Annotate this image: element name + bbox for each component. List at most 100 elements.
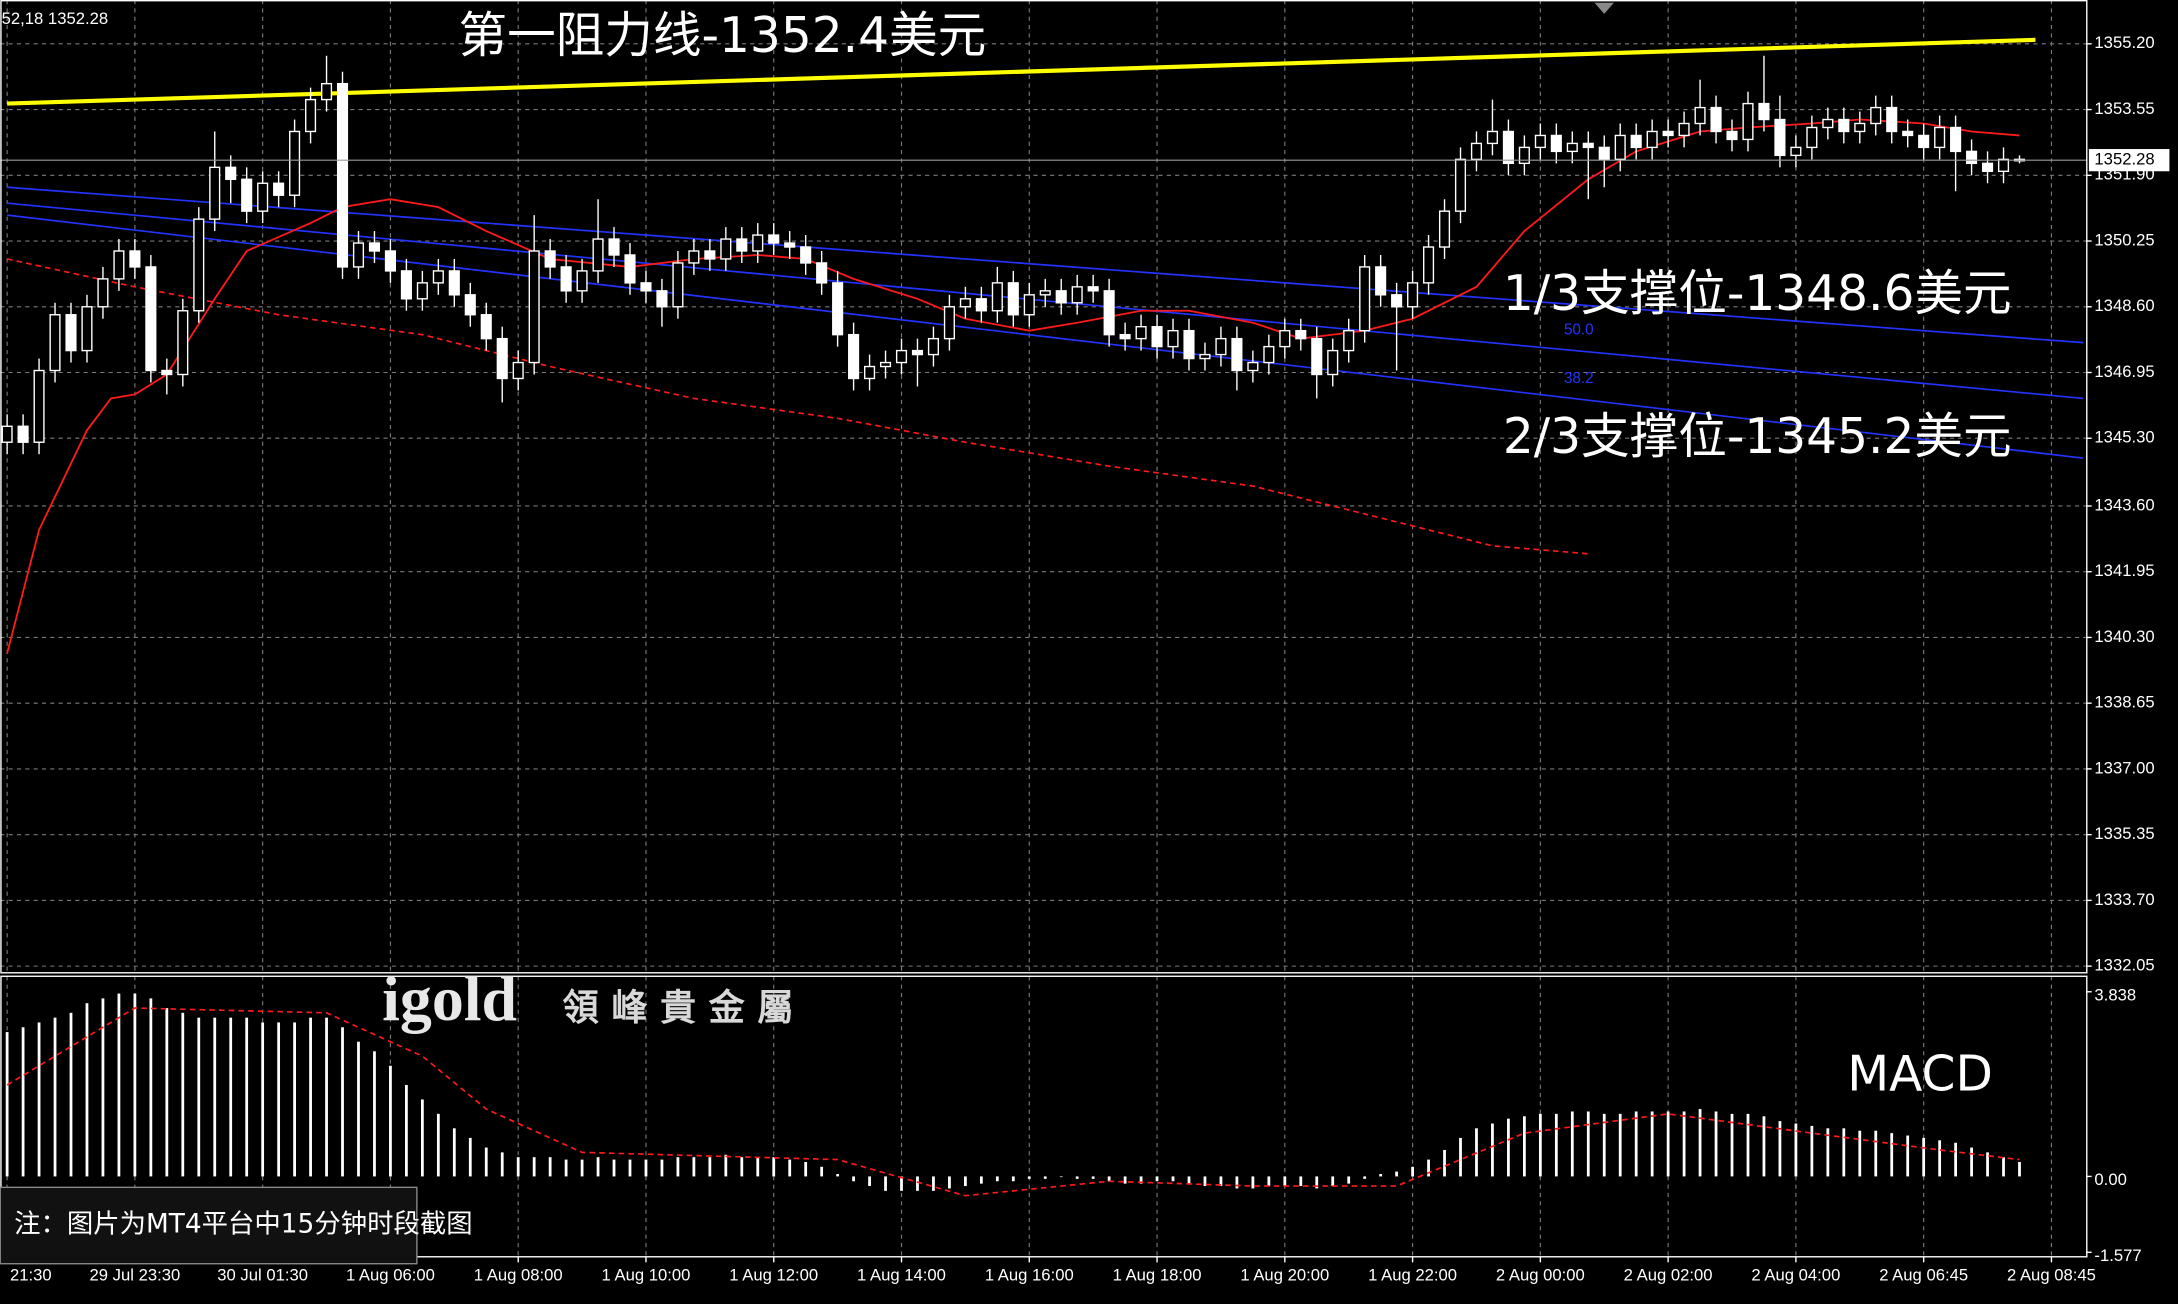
candle-body	[672, 262, 684, 308]
x-tick-label: 1 Aug 18:00	[1113, 1266, 1202, 1285]
macd-bar	[85, 1003, 89, 1177]
macd-bar	[325, 1017, 328, 1177]
candle-body	[305, 98, 317, 133]
macd-bar	[1379, 1174, 1383, 1177]
macd-bar	[101, 998, 105, 1177]
macd-bar	[772, 1157, 776, 1177]
macd-bar	[1507, 1118, 1510, 1177]
y-tick-label: 1355.20	[2094, 33, 2154, 52]
macd-bar	[916, 1176, 919, 1191]
macd-bar	[309, 1017, 312, 1177]
candle-body	[1758, 102, 1770, 121]
header-info: 52,18 1352.28	[2, 9, 109, 28]
macd-bar	[1698, 1109, 1702, 1177]
candle-body	[1981, 162, 1994, 173]
macd-bar	[197, 1017, 201, 1177]
candle-body	[1279, 329, 1291, 348]
candle-body	[1375, 266, 1387, 296]
macd-bar	[676, 1157, 680, 1177]
macd-bar	[1858, 1130, 1862, 1177]
candle-body	[1774, 118, 1786, 157]
y-tick-label: 1338.65	[2094, 693, 2154, 712]
candle-body	[1454, 158, 1467, 212]
macd-bar	[1059, 1176, 1063, 1178]
note-box	[0, 1186, 418, 1265]
candle-body	[368, 242, 381, 252]
candle-body	[1966, 150, 1978, 165]
price-panel-border	[0, 0, 2088, 974]
candle-body	[959, 298, 971, 308]
candle-body	[1151, 325, 1163, 348]
macd-bar	[1251, 1176, 1255, 1189]
candle-body	[1694, 106, 1706, 125]
macd-bar	[1890, 1133, 1894, 1177]
macd-bar	[436, 1113, 440, 1177]
candle-body	[1007, 282, 1019, 316]
x-tick-label: 1 Aug 08:00	[474, 1266, 563, 1285]
candle-body	[225, 166, 237, 180]
macd-bar	[596, 1157, 600, 1177]
candle-body	[592, 238, 604, 272]
macd-bar	[181, 1012, 185, 1177]
candle-body	[720, 238, 732, 260]
candle-body	[193, 218, 205, 312]
y-tick-label: 1353.55	[2094, 99, 2154, 118]
candle-body	[161, 369, 173, 376]
candle-body	[1023, 294, 1035, 316]
macd-bar	[1602, 1113, 1606, 1177]
macd-bar	[1267, 1176, 1271, 1187]
candle-body	[1167, 329, 1179, 348]
y-tick-label: 1341.95	[2094, 561, 2154, 580]
candle-body	[1790, 146, 1802, 157]
macd-bar	[1139, 1176, 1143, 1184]
macd-bar	[1906, 1135, 1910, 1177]
macd-bar	[5, 1032, 9, 1177]
macd-bar	[1411, 1166, 1414, 1177]
macd-bar	[213, 1017, 217, 1177]
candle-body	[1854, 122, 1866, 133]
macd-bar	[1427, 1159, 1430, 1177]
candle-body	[1646, 130, 1658, 149]
candle-body	[432, 270, 444, 284]
support-label: 2/3支撑位-1345.2美元	[1503, 409, 2012, 465]
plot: 1352.28	[0, 37, 2170, 1197]
candle-body	[1215, 337, 1227, 356]
macd-bar	[756, 1157, 760, 1177]
macd-bar	[948, 1176, 951, 1189]
x-tick-label: 1 Aug 14:00	[857, 1266, 946, 1285]
candle-body	[544, 250, 556, 268]
candle-body	[1359, 266, 1371, 332]
macd-bar	[532, 1157, 536, 1177]
candle-body	[1, 425, 13, 443]
candle-body	[736, 238, 748, 252]
candle-body	[832, 282, 844, 336]
x-tick-label: 2 Aug 00:00	[1496, 1266, 1585, 1285]
macd-bar	[740, 1157, 744, 1177]
macd-bar	[1730, 1113, 1734, 1177]
candle-body	[864, 365, 876, 380]
macd-bar	[1954, 1142, 1957, 1177]
macd-bar	[1443, 1149, 1446, 1177]
candle-body	[1055, 290, 1067, 304]
x-tick-label: 1 Aug 10:00	[602, 1266, 691, 1285]
candle-body	[65, 314, 77, 352]
candle-body	[1135, 325, 1147, 340]
macd-bar	[1123, 1176, 1127, 1184]
candle-body	[1566, 142, 1578, 153]
candle-body	[336, 82, 349, 268]
x-tick-label: 2 Aug 02:00	[1624, 1266, 1713, 1285]
candle-body	[816, 262, 828, 284]
macd-bar	[1011, 1176, 1015, 1182]
candle-body	[241, 178, 253, 212]
macd-bar	[1762, 1116, 1766, 1177]
macd-bar	[1027, 1176, 1031, 1179]
candle-body	[879, 361, 892, 368]
macd-bar	[804, 1161, 808, 1177]
macd-bar	[964, 1176, 967, 1187]
y-tick-label: 1345.30	[2094, 428, 2154, 447]
macd-bar	[133, 993, 137, 1177]
y-tick-label: 1335.35	[2094, 824, 2154, 843]
macd-bar	[1570, 1111, 1574, 1177]
macd-bar	[373, 1051, 376, 1177]
macd-bar	[2002, 1157, 2005, 1177]
